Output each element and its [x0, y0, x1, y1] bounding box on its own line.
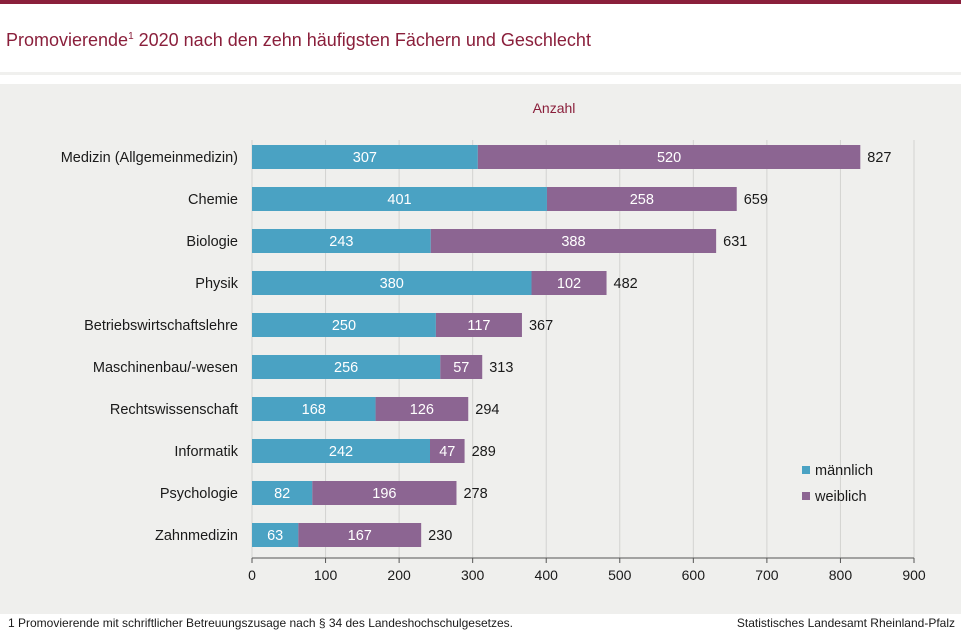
title-divider: [0, 72, 961, 75]
title-rest: 2020 nach den zehn häufigsten Fächern un…: [133, 30, 591, 50]
bar-weiblich: [477, 145, 861, 169]
bar-value-label: 168: [302, 402, 326, 418]
x-tick-label: 400: [535, 567, 559, 583]
bar-maennlich: [252, 313, 436, 337]
bar-weiblich: [531, 271, 607, 295]
bar-weiblich: [435, 313, 522, 337]
category-label: Medizin (Allgemeinmedizin): [61, 150, 238, 166]
x-tick-label: 600: [682, 567, 706, 583]
bar-weiblich: [440, 355, 483, 379]
bar-maennlich: [252, 229, 431, 253]
x-tick-label: 300: [461, 567, 485, 583]
bar-value-label: 307: [353, 150, 377, 166]
category-label: Rechtswissenschaft: [110, 402, 238, 418]
bar-weiblich: [430, 439, 465, 463]
category-label: Zahnmedizin: [155, 528, 238, 544]
axis-title: Anzahl: [533, 100, 576, 116]
bar-maennlich: [252, 145, 478, 169]
source-credit: Statistisches Landesamt Rheinland-Pfalz: [736, 616, 955, 630]
bar-value-label: 401: [387, 192, 411, 208]
bar-weiblich: [312, 481, 457, 505]
bar-value-label: 258: [630, 192, 654, 208]
bar-total-label: 367: [529, 318, 553, 334]
bar-maennlich: [252, 439, 431, 463]
bar-total-label: 313: [489, 360, 513, 376]
bar-value-label: 250: [332, 318, 356, 334]
bar-value-label: 117: [467, 318, 490, 334]
bar-total-label: 294: [475, 402, 499, 418]
bar-value-label: 102: [557, 276, 581, 292]
category-label: Informatik: [174, 444, 238, 460]
category-label: Maschinenbau/-wesen: [93, 360, 238, 376]
bar-value-label: 167: [348, 528, 372, 544]
category-label: Chemie: [188, 192, 238, 208]
x-tick-label: 700: [755, 567, 779, 583]
bar-value-label: 242: [329, 444, 353, 460]
bar-value-label: 388: [561, 234, 585, 250]
title-footnote-mark: 1: [128, 31, 134, 42]
bar-weiblich: [375, 397, 469, 421]
category-label: Psychologie: [160, 486, 238, 502]
category-label: Physik: [195, 276, 238, 292]
legend-label: weiblich: [814, 489, 867, 505]
bar-total-label: 482: [614, 276, 638, 292]
top-accent-bar: [0, 0, 961, 4]
bar-total-label: 278: [463, 486, 487, 502]
x-tick-label: 500: [608, 567, 632, 583]
bar-maennlich: [252, 481, 313, 505]
bar-weiblich: [430, 229, 717, 253]
bar-maennlich: [252, 187, 547, 211]
title-main: Promovierende: [6, 30, 129, 50]
bar-value-label: 82: [274, 486, 290, 502]
category-label: Biologie: [186, 234, 238, 250]
bar-maennlich: [252, 355, 441, 379]
x-tick-label: 900: [902, 567, 926, 583]
bar-maennlich: [252, 271, 532, 295]
legend-label: männlich: [815, 463, 873, 479]
x-tick-label: 800: [829, 567, 853, 583]
legend-swatch: [802, 492, 810, 500]
footnote: 1 Promovierende mit schriftlicher Betreu…: [8, 616, 513, 630]
x-tick-label: 200: [387, 567, 411, 583]
x-tick-label: 0: [248, 567, 256, 583]
bar-total-label: 631: [723, 234, 747, 250]
bar-value-label: 380: [380, 276, 404, 292]
bar-value-label: 243: [329, 234, 353, 250]
bar-total-label: 289: [472, 444, 496, 460]
bar-weiblich: [298, 523, 422, 547]
x-tick-label: 100: [314, 567, 338, 583]
bar-value-label: 126: [410, 402, 434, 418]
bar-total-label: 230: [428, 528, 452, 544]
bar-value-label: 47: [439, 444, 455, 460]
bar-total-label: 659: [744, 192, 768, 208]
legend-swatch: [802, 466, 810, 474]
category-label: Betriebswirtschaftslehre: [84, 318, 238, 334]
bar-value-label: 256: [334, 360, 358, 376]
chart-panel: [0, 84, 961, 614]
bar-value-label: 520: [657, 150, 681, 166]
bar-value-label: 57: [453, 360, 469, 376]
bar-weiblich: [546, 187, 737, 211]
bar-value-label: 63: [267, 528, 283, 544]
chart-title: Promovierende1 2020 nach den zehn häufig…: [6, 30, 591, 51]
bar-maennlich: [252, 397, 376, 421]
bar-maennlich: [252, 523, 299, 547]
bar-total-label: 827: [867, 150, 891, 166]
bar-value-label: 196: [372, 486, 396, 502]
